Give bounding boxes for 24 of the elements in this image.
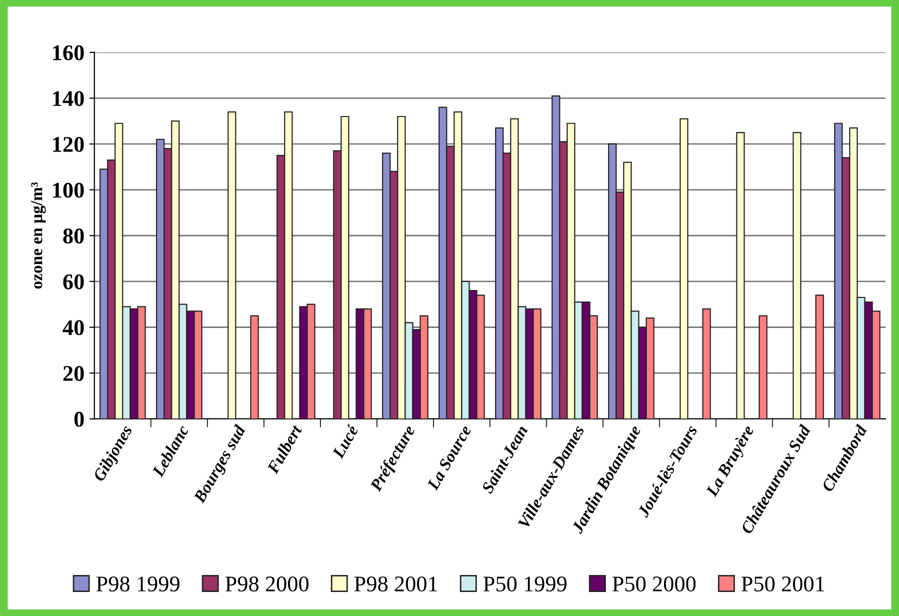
bar (228, 111, 236, 419)
y-tick-label: 0 (74, 412, 84, 427)
legend-label: P50 1999 (483, 576, 567, 592)
bar (736, 132, 745, 419)
legend-label: P50 2000 (612, 576, 696, 592)
legend-label: P50 2001 (742, 576, 824, 592)
legend-label: P98 2000 (225, 576, 309, 592)
bar (702, 308, 711, 419)
y-tick-label: 80 (63, 228, 84, 244)
bar (680, 118, 688, 419)
y-tick-label: 160 (53, 45, 84, 60)
y-tick-label: 60 (63, 274, 84, 290)
y-axis-title: ozone en µg/m³ (31, 182, 46, 289)
legend-label: P98 2001 (354, 576, 438, 592)
bar (758, 315, 768, 419)
y-tick-label: 20 (63, 366, 84, 381)
y-tick-label: 40 (62, 320, 84, 336)
bar (792, 132, 802, 419)
bar (250, 315, 259, 419)
bar (815, 294, 824, 419)
legend-label: P98 1999 (96, 576, 180, 592)
y-tick-label: 100 (53, 182, 84, 198)
y-tick-label: 140 (53, 91, 84, 106)
y-tick-label: 120 (53, 136, 84, 152)
